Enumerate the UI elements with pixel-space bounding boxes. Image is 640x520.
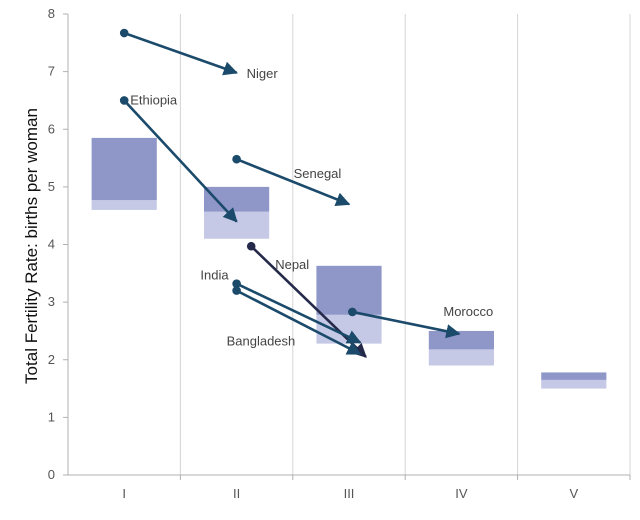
country-label-niger: Niger xyxy=(247,66,279,81)
y-tick-label: 2 xyxy=(48,352,55,367)
range-band-upper xyxy=(428,330,494,350)
arrow-india xyxy=(236,282,362,344)
band-layer xyxy=(91,137,607,389)
y-axis-title: Total Fertility Rate: births per woman xyxy=(22,108,41,384)
range-band-lower xyxy=(541,379,607,389)
y-tick-label: 0 xyxy=(48,467,55,482)
range-band-upper xyxy=(91,137,157,201)
range-band-upper xyxy=(204,186,270,212)
arrow-bangladesh xyxy=(236,289,362,356)
grid-layer xyxy=(179,14,631,475)
x-tick-label: V xyxy=(569,486,578,501)
arrow-senegal xyxy=(236,158,351,207)
country-label-morocco: Morocco xyxy=(443,304,493,319)
country-label-senegal: Senegal xyxy=(294,166,342,181)
arrow-niger xyxy=(123,31,238,76)
start-point-india xyxy=(232,279,241,288)
country-label-nepal: Nepal xyxy=(275,257,309,272)
x-tick-label: II xyxy=(233,486,240,501)
y-tick-label: 3 xyxy=(48,294,55,309)
arrow-layer xyxy=(119,28,461,358)
label-layer: Niger Ethiopia Senegal Nepal India Bangladesh… xyxy=(130,66,493,349)
start-point-morocco xyxy=(348,307,357,317)
country-label-bangladesh: Bangladesh xyxy=(227,334,296,349)
y-tick-label: 8 xyxy=(48,6,55,21)
country-label-ethiopia: Ethiopia xyxy=(130,92,178,107)
y-tick-label: 4 xyxy=(48,237,55,252)
country-label-india: India xyxy=(200,268,229,283)
y-tick-label: 1 xyxy=(48,409,55,424)
range-band-upper xyxy=(541,372,607,380)
range-band-lower xyxy=(91,200,157,210)
range-band-lower xyxy=(204,211,270,239)
range-band-lower xyxy=(428,349,494,366)
y-tick-label: 7 xyxy=(48,64,55,79)
start-point-nepal xyxy=(246,241,256,251)
start-point-senegal xyxy=(232,154,241,164)
range-band-upper xyxy=(316,265,382,315)
x-tick-label: IV xyxy=(455,486,468,501)
start-point-bangladesh xyxy=(232,286,241,295)
x-tick-label: III xyxy=(344,486,355,501)
y-tick-label: 5 xyxy=(48,179,55,194)
arrow-ethiopia xyxy=(123,99,238,223)
arrow-morocco xyxy=(352,310,461,339)
x-tick-label: I xyxy=(122,486,126,501)
y-tick-label: 6 xyxy=(48,121,55,136)
start-point-niger xyxy=(119,28,129,38)
start-point-ethiopia xyxy=(119,96,129,105)
